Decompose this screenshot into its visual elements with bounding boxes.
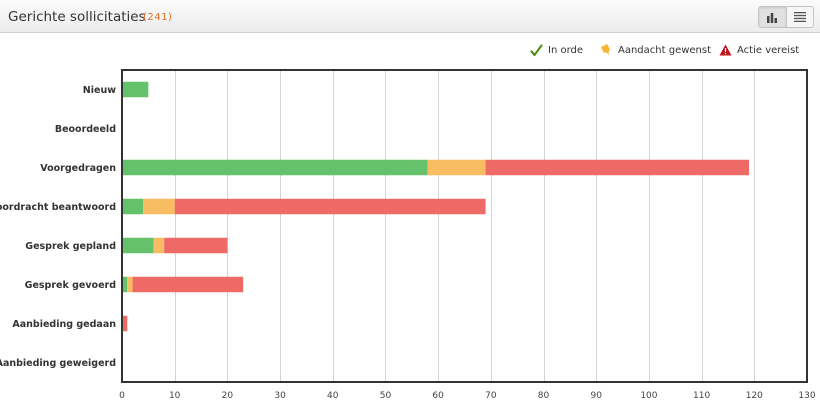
category-label: Beoordeeld	[55, 124, 116, 135]
x-tick-label: 0	[119, 391, 125, 401]
legend-label: In orde	[548, 45, 584, 56]
bar-segment	[122, 159, 428, 176]
category-label: Aanbieding geweigerd	[0, 358, 116, 369]
view-toggle	[758, 6, 814, 28]
bar-segment	[153, 237, 165, 254]
x-tick-label: 120	[746, 391, 763, 401]
bar-segment	[122, 81, 149, 98]
bar-segment	[122, 198, 144, 215]
legend-item-actie-vereist: Actie vereist	[719, 44, 799, 56]
widget-title: Gerichte sollicitaties	[8, 9, 146, 25]
x-tick-label: 90	[591, 391, 603, 401]
bar-segment	[164, 237, 228, 254]
chart-legend: In orde Aandacht gewenst Actie vereist	[0, 44, 820, 58]
x-tick-label: 30	[274, 391, 286, 401]
bar-segment	[485, 159, 750, 176]
plot-frame	[121, 69, 808, 383]
bar-segment	[122, 276, 128, 293]
x-tick-label: 10	[169, 391, 181, 401]
bar-segment	[127, 276, 133, 293]
x-tick-label: 20	[222, 391, 234, 401]
legend-item-aandacht-gewenst: Aandacht gewenst	[600, 44, 711, 57]
x-tick-label: 100	[640, 391, 657, 401]
list-icon	[793, 12, 806, 22]
legend-label: Aandacht gewenst	[618, 45, 712, 56]
x-tick-label: 70	[485, 391, 497, 401]
x-tick-label: 50	[380, 391, 392, 401]
application-count-badge: (241)	[143, 12, 173, 23]
pin-icon	[601, 44, 610, 56]
bar-segment	[143, 198, 175, 215]
bar-segment	[122, 315, 128, 332]
chart-view-button[interactable]	[759, 7, 787, 27]
x-tick-label: 80	[538, 391, 550, 401]
category-label: Voordracht beantwoord	[0, 202, 116, 213]
bar-segment	[132, 276, 244, 293]
bar-chart-icon	[767, 12, 778, 23]
bar-segment	[122, 237, 154, 254]
widget-header: Gerichte sollicitaties (241)	[0, 0, 820, 33]
x-tick-label: 130	[798, 391, 815, 401]
plot-area	[122, 70, 807, 382]
x-tick-label: 40	[327, 391, 339, 401]
bar-segment	[174, 198, 486, 215]
legend-label: Actie vereist	[737, 44, 800, 56]
warning-icon	[719, 44, 732, 56]
bar-segment	[427, 159, 486, 176]
list-view-button[interactable]	[787, 7, 814, 27]
category-label: Aanbieding gedaan	[12, 319, 116, 330]
checkmark-icon	[530, 44, 543, 57]
legend-item-in-orde: In orde	[530, 44, 583, 57]
category-label: Voorgedragen	[40, 163, 116, 174]
x-tick-label: 110	[693, 391, 710, 401]
category-label: Nieuw	[83, 85, 116, 96]
x-tick-label: 60	[432, 391, 444, 401]
category-label: Gesprek gepland	[25, 241, 116, 252]
category-label: Gesprek gevoerd	[25, 280, 116, 291]
